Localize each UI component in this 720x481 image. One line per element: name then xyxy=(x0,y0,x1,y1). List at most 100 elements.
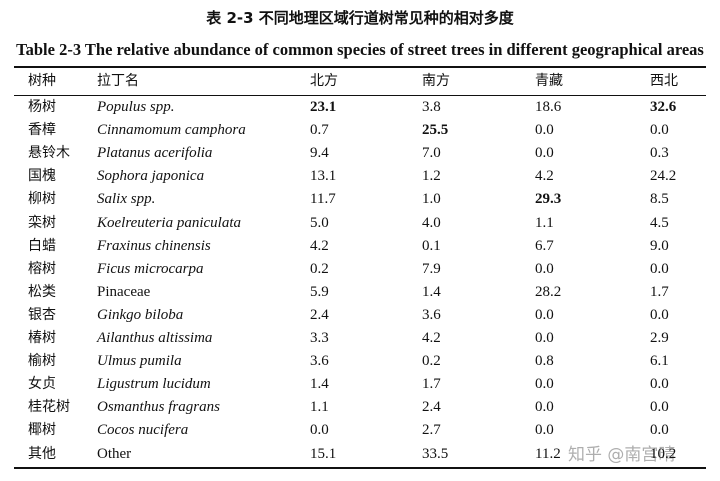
species-name: 松类 xyxy=(28,283,56,300)
abundance-cell: 2.7 xyxy=(422,422,441,439)
latin-name: Ginkgo biloba xyxy=(97,306,184,323)
abundance-cell: 28.2 xyxy=(535,283,562,300)
abundance-cell: 0.0 xyxy=(535,122,554,139)
species-name: 国槐 xyxy=(28,168,56,185)
abundance-cell: 1.1 xyxy=(535,214,554,231)
abundance-cell: 1.4 xyxy=(422,283,441,300)
species-name: 香樟 xyxy=(28,122,56,139)
abundance-cell: 0.3 xyxy=(650,145,669,162)
abundance-cell: 10.2 xyxy=(650,445,677,462)
abundance-cell: 0.0 xyxy=(650,399,669,416)
abundance-cell: 6.1 xyxy=(650,353,669,370)
species-name: 椿树 xyxy=(28,330,56,346)
abundance-cell: 7.9 xyxy=(422,260,441,277)
abundance-cell: 3.8 xyxy=(422,99,441,115)
top-rule xyxy=(14,66,706,68)
abundance-cell: 11.2 xyxy=(535,445,561,462)
abundance-cell: 0.0 xyxy=(310,422,329,439)
latin-name: Salix spp. xyxy=(97,191,156,208)
abundance-cell: 8.5 xyxy=(650,191,669,208)
abundance-cell: 0.0 xyxy=(650,422,669,439)
abundance-cell: 0.7 xyxy=(310,122,329,139)
abundance-cell: 33.5 xyxy=(422,445,449,462)
abundance-cell: 11.7 xyxy=(310,191,336,208)
abundance-cell: 0.0 xyxy=(535,306,554,323)
abundance-cell: 4.2 xyxy=(422,330,441,346)
latin-name: Ailanthus altissima xyxy=(97,330,213,346)
abundance-cell: 6.7 xyxy=(535,237,554,254)
abundance-cell: 1.7 xyxy=(650,283,669,300)
abundance-cell: 0.0 xyxy=(535,145,554,162)
abundance-cell: 1.4 xyxy=(310,376,329,393)
latin-name: Osmanthus fragrans xyxy=(97,399,220,416)
latin-name: Ligustrum lucidum xyxy=(97,376,211,393)
abundance-cell: 3.3 xyxy=(310,330,329,346)
latin-name: Populus spp. xyxy=(97,99,175,115)
species-name: 榕树 xyxy=(28,260,56,277)
species-name: 榆树 xyxy=(28,353,56,370)
abundance-cell: 23.1 xyxy=(310,99,337,115)
abundance-cell: 15.1 xyxy=(310,445,337,462)
species-name: 栾树 xyxy=(28,214,56,231)
watermark: 知乎 @南宫晴 xyxy=(568,445,676,465)
abundance-cell: 1.0 xyxy=(422,191,441,208)
latin-name: Koelreuteria paniculata xyxy=(97,214,242,231)
abundance-cell: 1.1 xyxy=(310,399,329,416)
abundance-cell: 0.0 xyxy=(650,260,669,277)
species-name: 桂花树 xyxy=(28,399,70,416)
species-name: 椰树 xyxy=(28,422,56,439)
title: 表 2-3 不同地理区域行道树常见种的相对多度 xyxy=(206,9,514,27)
species-name: 白蜡 xyxy=(28,237,56,254)
abundance-cell: 9.4 xyxy=(310,145,329,162)
abundance-cell: 0.2 xyxy=(310,260,329,277)
abundance-cell: 3.6 xyxy=(422,306,441,323)
abundance-cell: 0.2 xyxy=(422,353,441,370)
abundance-cell: 0.1 xyxy=(422,237,441,254)
abundance-cell: 2.9 xyxy=(650,330,669,346)
abundance-cell: 3.6 xyxy=(310,353,329,370)
latin-name: Pinaceae xyxy=(97,283,151,300)
species-name: 悬铃木 xyxy=(28,145,70,162)
latin-name: Cocos nucifera xyxy=(97,422,189,439)
abundance-cell: 4.2 xyxy=(310,237,329,254)
latin-name: Other xyxy=(97,445,132,462)
abundance-cell: 2.4 xyxy=(422,399,441,416)
abundance-cell: 18.6 xyxy=(535,99,562,115)
column-header: 树种 xyxy=(28,73,56,89)
abundance-cell: 0.0 xyxy=(535,330,554,346)
latin-name: Fraxinus chinensis xyxy=(97,237,211,254)
column-header: 北方 xyxy=(310,73,338,89)
latin-name: Sophora japonica xyxy=(97,168,205,185)
subtitle: Table 2-3 The relative abundance of comm… xyxy=(16,40,704,59)
abundance-cell: 0.0 xyxy=(535,399,554,416)
abundance-cell: 24.2 xyxy=(650,168,677,185)
latin-name: Cinnamomum camphora xyxy=(97,122,246,139)
abundance-cell: 0.0 xyxy=(650,376,669,393)
species-name: 柳树 xyxy=(28,191,56,208)
species-name: 其他 xyxy=(28,445,56,462)
abundance-cell: 4.2 xyxy=(535,168,554,185)
abundance-cell: 0.0 xyxy=(535,422,554,439)
header-rule xyxy=(14,95,706,96)
abundance-cell: 0.0 xyxy=(535,376,554,393)
latin-name: Ulmus pumila xyxy=(97,353,182,370)
abundance-cell: 13.1 xyxy=(310,168,337,185)
column-header: 拉丁名 xyxy=(97,73,139,89)
species-name: 杨树 xyxy=(28,99,56,115)
abundance-cell: 0.0 xyxy=(650,122,669,139)
abundance-cell: 0.0 xyxy=(535,260,554,277)
abundance-cell: 1.7 xyxy=(422,376,441,393)
bottom-rule xyxy=(14,467,706,469)
abundance-cell: 9.0 xyxy=(650,237,669,254)
column-header: 青藏 xyxy=(535,73,563,89)
abundance-cell: 0.8 xyxy=(535,353,554,370)
abundance-cell: 0.0 xyxy=(650,306,669,323)
species-name: 银杏 xyxy=(28,306,56,323)
latin-name: Ficus microcarpa xyxy=(97,260,204,277)
abundance-cell: 25.5 xyxy=(422,122,449,139)
abundance-cell: 7.0 xyxy=(422,145,441,162)
abundance-cell: 4.0 xyxy=(422,214,441,231)
abundance-cell: 32.6 xyxy=(650,99,677,115)
abundance-cell: 4.5 xyxy=(650,214,669,231)
abundance-cell: 2.4 xyxy=(310,306,329,323)
